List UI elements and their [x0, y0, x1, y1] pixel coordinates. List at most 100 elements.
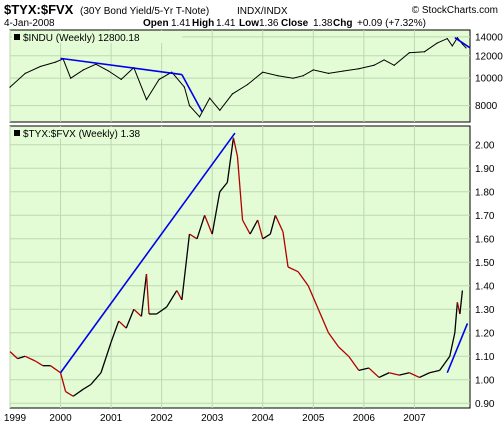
- y-tick-label: 1.80: [475, 187, 495, 198]
- y-tick-label: 1.10: [475, 352, 495, 363]
- ratio-segment: [287, 266, 299, 273]
- x-tick-label: 1999: [4, 413, 27, 424]
- indu-legend: $INDU (Weekly) 12800.18: [23, 33, 140, 44]
- y-tick-label: 10000: [475, 74, 503, 85]
- ratio-segment: [145, 274, 150, 315]
- high-label: High: [192, 18, 214, 29]
- y-tick-label: 1.00: [475, 375, 495, 386]
- ratio-segment: [257, 219, 264, 239]
- ratio-segment: [181, 234, 191, 300]
- ratio-segment: [429, 369, 440, 374]
- indu-y-ticks: 8000 10000 12000 14000: [475, 32, 503, 112]
- ratio-segment: [327, 332, 340, 348]
- ratio-segment: [166, 290, 178, 308]
- y-tick-label: 1.20: [475, 328, 495, 339]
- indu-series-line: [9, 36, 467, 118]
- ratio-segment: [196, 215, 206, 239]
- ratio-segment: [100, 341, 112, 373]
- indu-trendline: [181, 74, 203, 113]
- watermark: © StockCharts.com: [412, 5, 498, 16]
- ratio-segment: [378, 372, 390, 379]
- ratio-segment: [262, 233, 271, 240]
- y-tick-label: 0.90: [475, 399, 495, 410]
- chart-title: $TYX:$FVX: [4, 2, 74, 17]
- ratio-segment: [338, 346, 350, 357]
- ratio-segment: [118, 320, 127, 329]
- x-tick-label: 2000: [49, 413, 72, 424]
- indu-trendline: [454, 37, 471, 49]
- x-tick-label: 2004: [252, 413, 275, 424]
- ratio-segment: [454, 302, 459, 333]
- x-tick-label: 2007: [403, 413, 426, 424]
- x-tick-label: 2001: [100, 413, 123, 424]
- x-tick-label: 2006: [353, 413, 376, 424]
- ratio-segment: [317, 309, 330, 334]
- x-tick-label: 2005: [302, 413, 325, 424]
- ratio-segment: [297, 271, 309, 287]
- ratio-segment: [82, 383, 92, 390]
- indu-panel-bg: [9, 29, 471, 123]
- chart-exchange: INDX/INDX: [237, 6, 288, 17]
- ratio-segment: [211, 191, 221, 235]
- ratio-segment: [50, 365, 61, 374]
- y-tick-label: 1.60: [475, 234, 495, 245]
- ratio-panel: 0.90 1.00 1.10 1.20 1.30 1.40 1.50 1.60 1.70 1.80…: [9, 125, 495, 410]
- ratio-segment: [399, 372, 410, 376]
- ratio-trendlines: [59, 132, 469, 374]
- x-axis-ticks: 1999 2000 2001 2002 2003 2004 2005 2006 2007: [4, 413, 426, 424]
- ratio-series: [9, 137, 464, 397]
- ratio-segment: [59, 372, 67, 392]
- ratio-segment: [449, 332, 456, 357]
- x-tick-label: 2003: [201, 413, 224, 424]
- ratio-segment: [226, 137, 235, 183]
- y-tick-label: 2.00: [475, 140, 495, 151]
- ratio-segment: [249, 219, 259, 235]
- indu-panel: 8000 10000 12000 14000 $INDU (Weekly) 12800…: [9, 29, 503, 123]
- y-tick-label: 1.70: [475, 211, 495, 222]
- ratio-segment: [419, 372, 430, 379]
- ratio-y-ticks: 0.90 1.00 1.10 1.20 1.30 1.40 1.50 1.60 1.70 1.80…: [475, 140, 495, 410]
- close-label: Close: [281, 18, 309, 29]
- low-value: 1.36: [259, 18, 279, 29]
- ratio-trendline: [59, 132, 236, 374]
- ratio-segment: [274, 215, 284, 233]
- ratio-segment: [90, 372, 102, 385]
- chart-date: 4-Jan-2008: [4, 18, 55, 29]
- ratio-segment: [282, 231, 289, 268]
- ratio-segment: [439, 362, 446, 371]
- open-label: Open: [143, 18, 169, 29]
- ratio-segment: [125, 309, 135, 329]
- ratio-segment: [232, 137, 239, 157]
- ratio-legend: $TYX:$FVX (Weekly) 1.38: [23, 129, 141, 140]
- close-value: 1.38: [313, 18, 333, 29]
- open-value: 1.41: [171, 18, 191, 29]
- ratio-segment: [133, 308, 142, 317]
- ratio-segment: [189, 233, 198, 240]
- ratio-segment: [156, 306, 168, 315]
- low-label: Low: [239, 18, 259, 29]
- ratio-segment: [444, 355, 451, 364]
- chg-value: +0.09 (+7.32%): [357, 18, 426, 29]
- high-value: 1.41: [216, 18, 236, 29]
- ratio-segment: [368, 367, 380, 378]
- indu-trendline: [60, 57, 182, 76]
- ratio-segment: [409, 372, 420, 379]
- chg-label: Chg: [333, 18, 352, 29]
- y-tick-label: 1.40: [475, 281, 495, 292]
- ratio-segment: [388, 372, 400, 376]
- ratio-trendline: [446, 323, 469, 374]
- ratio-segment: [140, 273, 148, 317]
- ratio-segment: [358, 367, 370, 372]
- ratio-segment: [34, 360, 44, 367]
- ratio-segment: [204, 215, 213, 235]
- ratio-segment: [65, 390, 74, 397]
- ohlc-summary: Open 1.41 High 1.41 Low 1.36 Close 1.38 …: [143, 18, 426, 29]
- ratio-segment: [241, 219, 251, 235]
- y-tick-label: 1.30: [475, 305, 495, 316]
- y-tick-label: 8000: [475, 101, 498, 112]
- y-tick-label: 14000: [475, 32, 503, 43]
- ratio-segment: [24, 355, 36, 362]
- indu-trendlines: [60, 37, 471, 113]
- ratio-segment: [9, 351, 19, 360]
